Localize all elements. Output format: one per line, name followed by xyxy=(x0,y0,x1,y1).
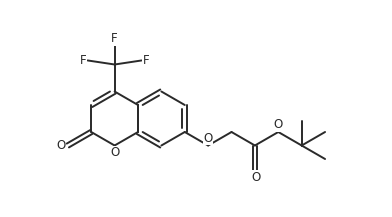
Text: F: F xyxy=(80,54,87,67)
Text: O: O xyxy=(56,139,66,152)
Text: F: F xyxy=(143,54,149,67)
Text: F: F xyxy=(111,32,118,45)
Text: O: O xyxy=(274,118,283,131)
Text: O: O xyxy=(110,146,119,159)
Text: O: O xyxy=(203,132,213,145)
Text: O: O xyxy=(251,171,261,184)
